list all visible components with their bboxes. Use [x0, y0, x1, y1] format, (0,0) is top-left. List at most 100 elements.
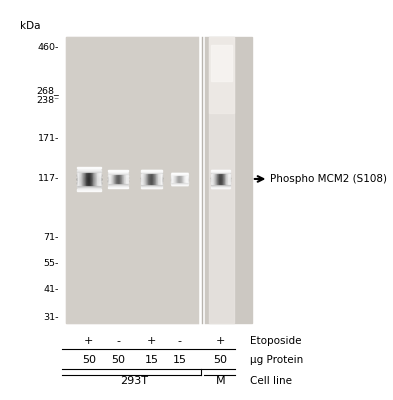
Bar: [81, 173, 82, 185]
Bar: [186, 176, 187, 182]
Bar: [95, 173, 96, 185]
Text: 50: 50: [82, 356, 96, 366]
Text: -: -: [177, 336, 181, 346]
Bar: [124, 174, 125, 183]
Bar: [156, 174, 157, 184]
Bar: [111, 174, 112, 183]
Bar: [145, 174, 146, 184]
Bar: [113, 174, 114, 183]
Bar: [118, 174, 119, 183]
Bar: [160, 174, 161, 184]
Bar: [218, 174, 219, 184]
Bar: [142, 174, 143, 184]
Bar: [99, 173, 100, 185]
Bar: [85, 173, 86, 185]
Bar: [114, 174, 115, 183]
Bar: [84, 173, 85, 185]
Bar: [214, 174, 215, 184]
Bar: [175, 176, 176, 182]
Bar: [96, 173, 97, 185]
Bar: [221, 174, 222, 184]
Bar: [112, 174, 113, 183]
Bar: [223, 174, 224, 184]
Bar: [222, 174, 223, 184]
Bar: [116, 174, 117, 183]
Bar: [215, 174, 216, 184]
Bar: [155, 174, 156, 184]
Bar: [227, 174, 228, 184]
Bar: [183, 176, 184, 182]
Text: 171-: 171-: [38, 134, 59, 143]
Bar: [228, 174, 229, 184]
Bar: [79, 173, 80, 185]
Bar: [127, 174, 128, 183]
Text: +: +: [216, 336, 225, 346]
Bar: [209, 37, 234, 113]
Bar: [80, 173, 81, 185]
Bar: [119, 174, 120, 183]
Bar: [182, 176, 183, 182]
Bar: [88, 173, 89, 185]
Bar: [110, 174, 111, 183]
Bar: [229, 174, 230, 184]
Text: 55-: 55-: [44, 259, 59, 268]
Bar: [109, 174, 110, 183]
Bar: [143, 174, 144, 184]
Bar: [121, 174, 122, 183]
Bar: [144, 174, 145, 184]
Text: +: +: [84, 336, 94, 346]
Bar: [161, 174, 162, 184]
Bar: [220, 174, 221, 184]
Text: 50: 50: [213, 356, 228, 366]
Bar: [90, 173, 91, 185]
Text: +: +: [147, 336, 156, 346]
Bar: [224, 174, 225, 184]
Text: µg Protein: µg Protein: [250, 356, 303, 366]
Bar: [174, 176, 175, 182]
Bar: [115, 174, 116, 183]
Bar: [93, 173, 94, 185]
Bar: [66, 37, 252, 323]
Bar: [181, 176, 182, 182]
Text: 71-: 71-: [44, 233, 59, 242]
Bar: [78, 173, 79, 185]
Bar: [211, 45, 232, 81]
Bar: [217, 174, 218, 184]
Text: 50: 50: [111, 356, 125, 366]
Bar: [176, 176, 177, 182]
Text: 15: 15: [173, 356, 186, 366]
Bar: [77, 173, 78, 185]
Bar: [91, 173, 92, 185]
Text: 41-: 41-: [44, 285, 59, 294]
Bar: [184, 176, 185, 182]
Text: 460-: 460-: [38, 42, 59, 52]
Bar: [92, 173, 93, 185]
Bar: [94, 173, 95, 185]
Bar: [154, 174, 155, 184]
Bar: [97, 173, 98, 185]
Bar: [86, 173, 87, 185]
Bar: [147, 174, 148, 184]
Bar: [178, 176, 179, 182]
Bar: [108, 174, 109, 183]
Bar: [125, 174, 126, 183]
Bar: [173, 176, 174, 182]
Text: 293T: 293T: [120, 376, 149, 386]
Bar: [120, 174, 121, 183]
Bar: [177, 176, 178, 182]
Bar: [159, 174, 160, 184]
Bar: [158, 174, 159, 184]
Text: 268_: 268_: [36, 86, 59, 95]
Bar: [148, 174, 149, 184]
Bar: [152, 174, 153, 184]
Text: Cell line: Cell line: [250, 376, 292, 386]
Bar: [122, 174, 123, 183]
Bar: [213, 174, 214, 184]
Text: -: -: [116, 336, 120, 346]
Bar: [146, 174, 147, 184]
Text: 117-: 117-: [38, 174, 59, 183]
Bar: [82, 173, 83, 185]
Bar: [226, 174, 227, 184]
Bar: [150, 174, 151, 184]
Bar: [98, 173, 99, 185]
